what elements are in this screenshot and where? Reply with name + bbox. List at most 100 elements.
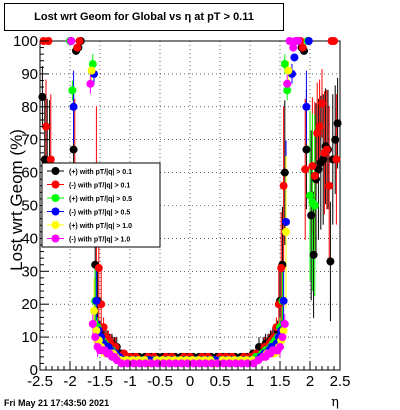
legend-marker [51,221,60,229]
data-point [280,60,289,69]
data-point [331,135,340,144]
data-point [75,37,84,45]
data-point [86,79,95,88]
data-point [94,264,103,273]
data-point [237,359,246,368]
legend-marker [51,194,60,202]
data-point [306,191,314,200]
y-tick-label: 30 [21,263,38,280]
data-point [69,102,78,111]
y-tick-label: 10 [21,329,38,346]
data-point [279,296,288,305]
data-point [282,227,290,236]
chart-title: Lost wrt Geom for Global vs η at pT > 0.… [34,11,254,23]
data-point [171,359,180,368]
y-tick-label: 60 [21,165,38,182]
data-point [88,319,97,328]
data-point [302,102,311,111]
legend-label: (+) with pT/|q| > 0.5 [69,196,132,203]
data-point [304,37,313,45]
data-point [159,359,168,368]
data-point [283,79,292,88]
data-point [294,37,302,45]
y-tick-label: 90 [21,66,38,83]
data-point [92,296,101,305]
x-axis-label: η [331,395,339,410]
data-point [282,217,290,226]
y-axis-label: Lost wrt Geom (%) [7,129,26,271]
legend-label: (-) with pT/|q| > 0.5 [69,210,130,217]
data-point [284,66,293,75]
legend-label: (-) with pT/|q| > 1.0 [69,237,130,244]
data-point [42,122,50,131]
data-point [195,359,204,368]
data-point [302,145,311,154]
data-point [315,122,324,131]
data-point [326,257,335,266]
data-point [135,359,144,368]
data-point [69,145,78,154]
legend-marker [51,207,60,216]
legend-marker [51,234,60,243]
data-point [310,171,319,180]
data-point [313,129,322,138]
data-point [141,359,150,368]
data-point [309,250,318,259]
y-tick-label: 20 [21,296,38,313]
data-point [314,165,323,174]
legend-marker [51,180,60,189]
legend-marker [51,167,60,175]
data-point [67,37,76,45]
legend-label: (+) with pT/|q| > 1.0 [69,223,132,230]
x-tick-label: -0.5 [147,373,173,390]
x-tick-label: 2 [306,373,314,390]
data-point [90,306,98,315]
x-tick-label: -1.5 [87,373,113,390]
data-point [129,359,138,368]
title-box: Lost wrt Geom for Global vs η at pT > 0.… [4,3,284,31]
data-point [177,359,186,368]
data-point [189,359,198,368]
x-tick-label: 1.5 [270,373,291,390]
data-point [147,359,156,368]
x-tick-label: -1 [123,373,136,390]
axes: -2.5 -2 -1.5 -1 -0.5 0 0.5 1 1.5 2 2.5 0 10 20 30 40 50 6… [13,33,350,390]
data-point [73,43,82,52]
data-point [307,211,316,220]
data-point [330,37,338,45]
data-point [38,92,47,101]
data-point [279,181,288,190]
x-tick-label: 0 [186,373,194,390]
data-point [285,37,294,45]
x-tick-label: -2 [63,373,76,390]
data-point [225,359,234,368]
data-point [289,43,298,52]
data-point [280,319,289,328]
data-point [276,342,284,351]
data-point [332,155,341,164]
y-tick-label: 80 [21,99,38,116]
data-point [46,155,55,164]
data-point [87,66,96,75]
data-point [201,359,210,368]
y-tick-label: 0 [30,362,38,379]
y-tick-label: 100 [13,33,38,50]
data-point [283,86,292,95]
data-point [325,181,334,190]
data-point [117,359,126,368]
data-points [38,37,342,368]
data-point [308,162,317,171]
timestamp: Fri May 21 17:43:50 2021 [4,398,110,408]
x-tick-label: 0.5 [210,373,231,390]
x-tick-label: 2.5 [330,373,351,390]
x-tick-label: -2.5 [27,373,53,390]
y-tick-label: 70 [21,132,38,149]
data-point [278,333,287,342]
data-point [333,119,342,128]
data-point [88,60,97,69]
data-point [279,326,288,335]
data-point [207,359,216,368]
data-point [318,99,326,108]
data-point [68,86,77,95]
